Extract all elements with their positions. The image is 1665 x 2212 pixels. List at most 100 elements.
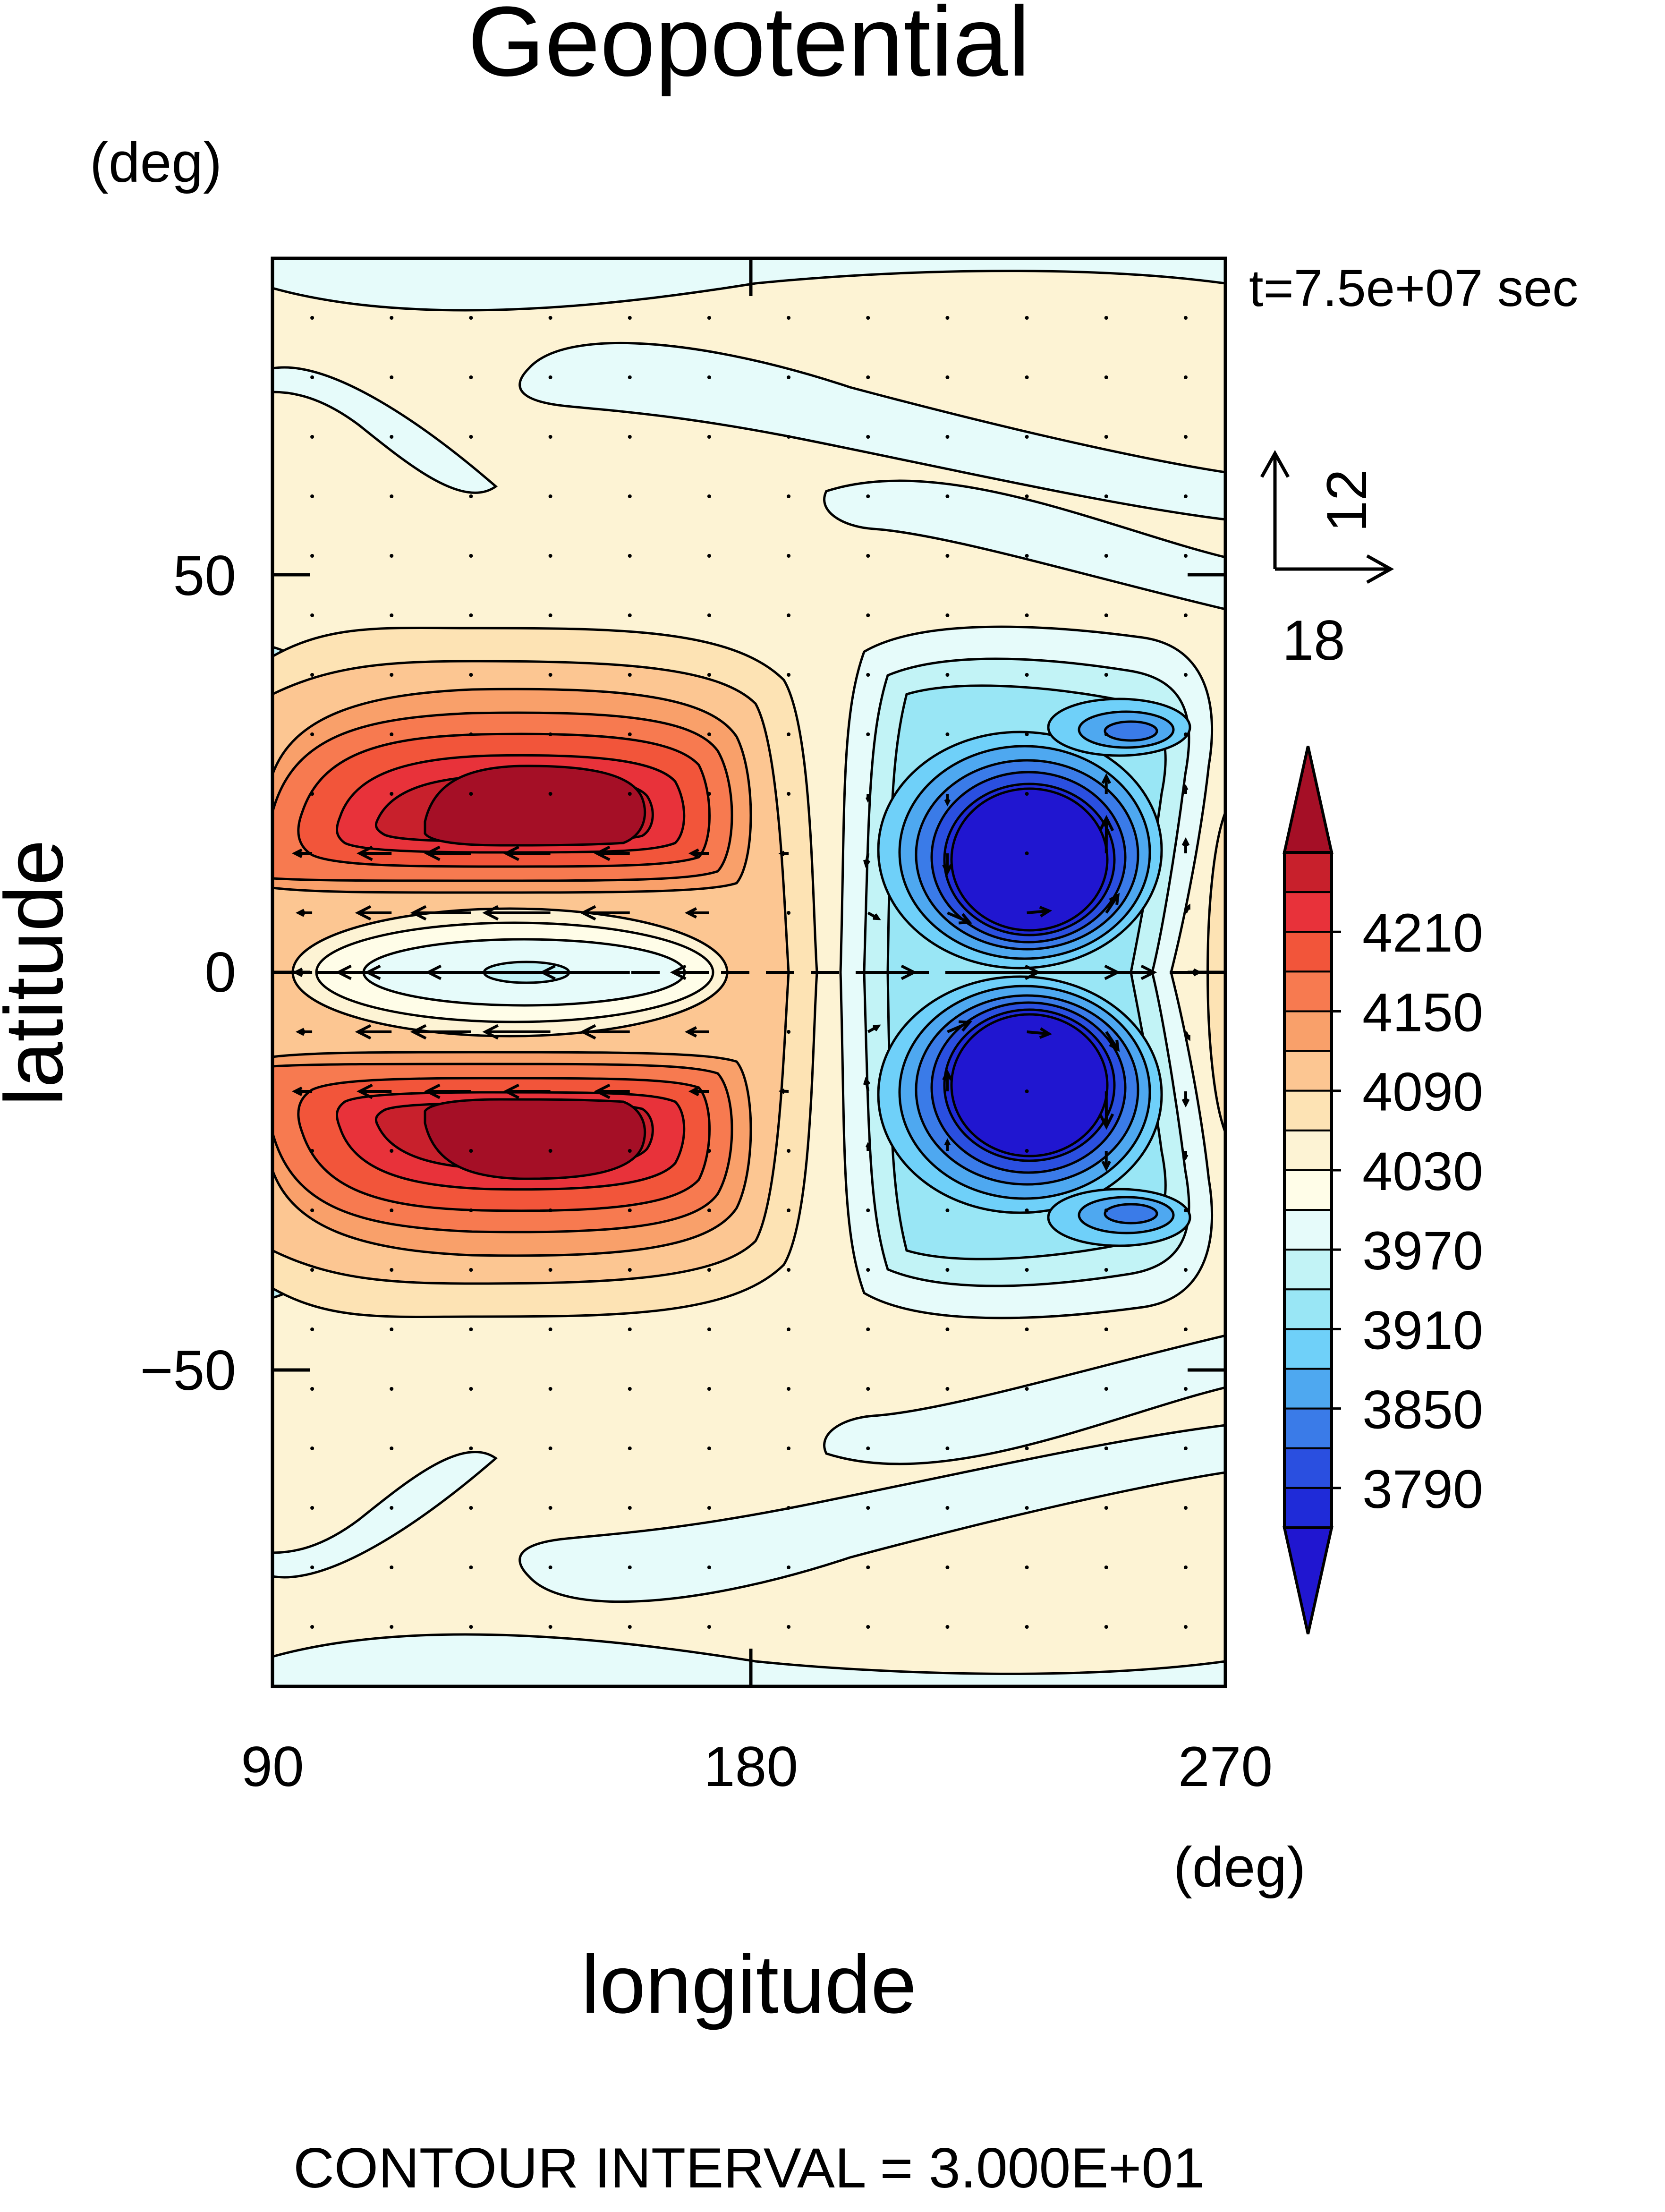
wind-vector bbox=[787, 732, 790, 736]
wind-vector bbox=[469, 792, 473, 796]
wind-vector bbox=[1184, 375, 1188, 379]
wind-vector bbox=[787, 1387, 790, 1391]
wind-vector bbox=[787, 435, 790, 439]
wind-vector bbox=[628, 375, 632, 379]
wind-vector bbox=[1025, 435, 1029, 439]
wind-vector bbox=[628, 1446, 632, 1450]
low-south bbox=[878, 977, 1162, 1213]
y-axis-label: latitude bbox=[0, 840, 80, 1106]
colorbar-tick-label: 3910 bbox=[1362, 1300, 1483, 1361]
wind-vector bbox=[390, 375, 393, 379]
wind-vector bbox=[390, 1387, 393, 1391]
wind-vector bbox=[866, 1506, 870, 1510]
wind-vector bbox=[1025, 1089, 1029, 1093]
wind-vector bbox=[945, 554, 949, 558]
wind-vector bbox=[628, 1208, 632, 1212]
colorbar-band bbox=[1284, 1091, 1332, 1131]
colorbar-band bbox=[1284, 1131, 1332, 1170]
wind-vector bbox=[1184, 1506, 1188, 1510]
wind-vector bbox=[866, 316, 870, 320]
wind-vector bbox=[1025, 1506, 1029, 1510]
wind-vector bbox=[707, 1268, 711, 1272]
wind-vector bbox=[628, 316, 632, 320]
wind-vector bbox=[787, 1506, 790, 1510]
y-tick-label-minus-50: −50 bbox=[140, 1339, 236, 1402]
wind-vector bbox=[1184, 787, 1187, 794]
wind-vector bbox=[469, 1149, 473, 1153]
wind-vector bbox=[469, 1446, 473, 1450]
low-north-secondary-core bbox=[1105, 722, 1157, 740]
wind-vector bbox=[945, 316, 949, 320]
wind-vector bbox=[1104, 494, 1108, 498]
wind-vector bbox=[390, 673, 393, 677]
wind-vector bbox=[1184, 494, 1188, 498]
high-south bbox=[272, 1052, 751, 1256]
x-axis-label: longitude bbox=[581, 1939, 917, 2031]
colorbar-band bbox=[1284, 1210, 1332, 1250]
wind-vector bbox=[1025, 554, 1029, 558]
wind-vector bbox=[469, 554, 473, 558]
contour-interval-label: CONTOUR INTERVAL = 3.000E+01 bbox=[293, 2136, 1205, 2200]
wind-vector bbox=[628, 1387, 632, 1391]
wind-vector bbox=[1184, 1208, 1188, 1212]
wind-vector bbox=[310, 613, 314, 617]
wind-vector bbox=[549, 673, 552, 677]
wind-vector bbox=[1184, 1268, 1188, 1272]
wind-vector bbox=[549, 554, 552, 558]
wind-vector bbox=[1025, 1625, 1029, 1629]
high-north bbox=[272, 689, 751, 893]
wind-vector bbox=[1025, 613, 1029, 617]
wind-vector bbox=[1025, 1149, 1029, 1153]
colorbar-band bbox=[1284, 1011, 1332, 1051]
colorbar-band bbox=[1284, 971, 1332, 1011]
wind-vector bbox=[390, 1625, 393, 1629]
wind-vector bbox=[390, 494, 393, 498]
wind-vector bbox=[549, 1565, 552, 1569]
colorbar-band bbox=[1284, 1448, 1332, 1488]
wind-vector bbox=[945, 1141, 949, 1151]
wind-vector bbox=[549, 792, 552, 796]
wind-vector bbox=[1104, 613, 1108, 617]
wind-vector bbox=[1104, 732, 1108, 736]
wind-vector bbox=[469, 613, 473, 617]
wind-vector bbox=[1184, 1327, 1188, 1331]
wind-vector bbox=[867, 1145, 869, 1151]
wind-vector bbox=[1025, 673, 1029, 677]
wind-vector bbox=[707, 1446, 711, 1450]
wind-vector bbox=[787, 1625, 790, 1629]
wind-vector bbox=[390, 554, 393, 558]
wind-vector bbox=[310, 554, 314, 558]
wind-vector bbox=[1025, 851, 1029, 855]
wind-vector bbox=[390, 1446, 393, 1450]
wind-vector bbox=[549, 613, 552, 617]
colorbar-band bbox=[1284, 1051, 1332, 1091]
wind-vector bbox=[1104, 1327, 1108, 1331]
wind-vector bbox=[390, 1268, 393, 1272]
wind-vector bbox=[628, 613, 632, 617]
wind-vector bbox=[782, 852, 789, 855]
wind-vector bbox=[628, 1565, 632, 1569]
wind-vector bbox=[628, 1506, 632, 1510]
wind-vector bbox=[866, 494, 870, 498]
wind-vector bbox=[1025, 1208, 1029, 1212]
wind-vector bbox=[707, 1149, 711, 1153]
wind-vector bbox=[549, 1268, 552, 1272]
wind-vector bbox=[390, 613, 393, 617]
wind-vector bbox=[945, 673, 949, 677]
wind-vector bbox=[1184, 732, 1188, 736]
wind-vector bbox=[787, 494, 790, 498]
wind-vector bbox=[945, 794, 949, 803]
wind-vector bbox=[310, 1506, 314, 1510]
wind-vector bbox=[945, 1268, 949, 1272]
wind-vector bbox=[866, 1208, 870, 1212]
colorbar-band bbox=[1284, 1289, 1332, 1329]
low-south-secondary bbox=[1048, 1189, 1190, 1246]
wind-vector bbox=[787, 1268, 790, 1272]
wind-vector bbox=[782, 1090, 789, 1093]
wind-vector bbox=[1184, 1151, 1187, 1157]
wind-vector bbox=[1025, 1327, 1029, 1331]
x-tick-label-270: 270 bbox=[1178, 1735, 1273, 1798]
wind-vector bbox=[549, 1327, 552, 1331]
wind-vector bbox=[787, 1208, 790, 1212]
